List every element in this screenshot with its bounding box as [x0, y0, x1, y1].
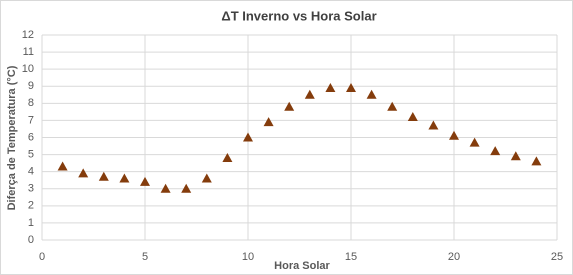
marker — [119, 173, 130, 183]
marker — [304, 89, 315, 99]
marker — [284, 101, 295, 111]
y-tick-label: 10 — [22, 63, 34, 75]
y-tick-label: 5 — [28, 148, 34, 160]
y-tick-label: 2 — [28, 200, 34, 212]
marker — [469, 137, 480, 147]
marker — [449, 130, 459, 140]
marker — [387, 101, 398, 111]
y-tick-label: 9 — [28, 80, 34, 92]
x-tick-label: 25 — [551, 251, 563, 263]
marker — [407, 112, 418, 121]
y-tick-label: 12 — [22, 29, 34, 41]
y-tick-label: 4 — [28, 166, 34, 178]
marker — [263, 117, 274, 127]
marker — [181, 183, 192, 193]
y-tick-label: 11 — [23, 46, 34, 58]
marker — [510, 151, 521, 161]
y-tick-label: 0 — [28, 234, 34, 246]
y-tick-label: 6 — [28, 131, 34, 143]
marker — [490, 146, 501, 156]
chart-title: ΔT Inverno vs Hora Solar — [221, 8, 376, 23]
marker — [201, 173, 212, 183]
marker — [98, 171, 109, 181]
y-tick-label: 3 — [28, 183, 34, 195]
x-tick-label: 20 — [448, 251, 460, 263]
marker — [531, 156, 542, 166]
marker — [346, 82, 356, 92]
y-tick-label: 1 — [28, 217, 34, 229]
marker — [160, 183, 171, 193]
marker — [78, 168, 89, 178]
marker — [366, 89, 377, 99]
x-tick-label: 5 — [142, 251, 148, 263]
marker — [140, 176, 150, 186]
x-axis-title: Hora Solar — [274, 260, 330, 272]
y-tick-label: 7 — [28, 114, 34, 126]
marker — [243, 132, 253, 142]
y-axis-title: Diferça de Temperatura (°C) — [6, 65, 18, 210]
marker — [57, 161, 68, 171]
y-tick-label: 8 — [28, 97, 34, 109]
marker — [222, 153, 233, 162]
marker — [428, 120, 439, 130]
x-tick-label: 0 — [39, 251, 45, 263]
x-tick-label: 10 — [242, 251, 254, 263]
x-tick-label: 15 — [345, 251, 357, 263]
marker — [325, 82, 336, 92]
